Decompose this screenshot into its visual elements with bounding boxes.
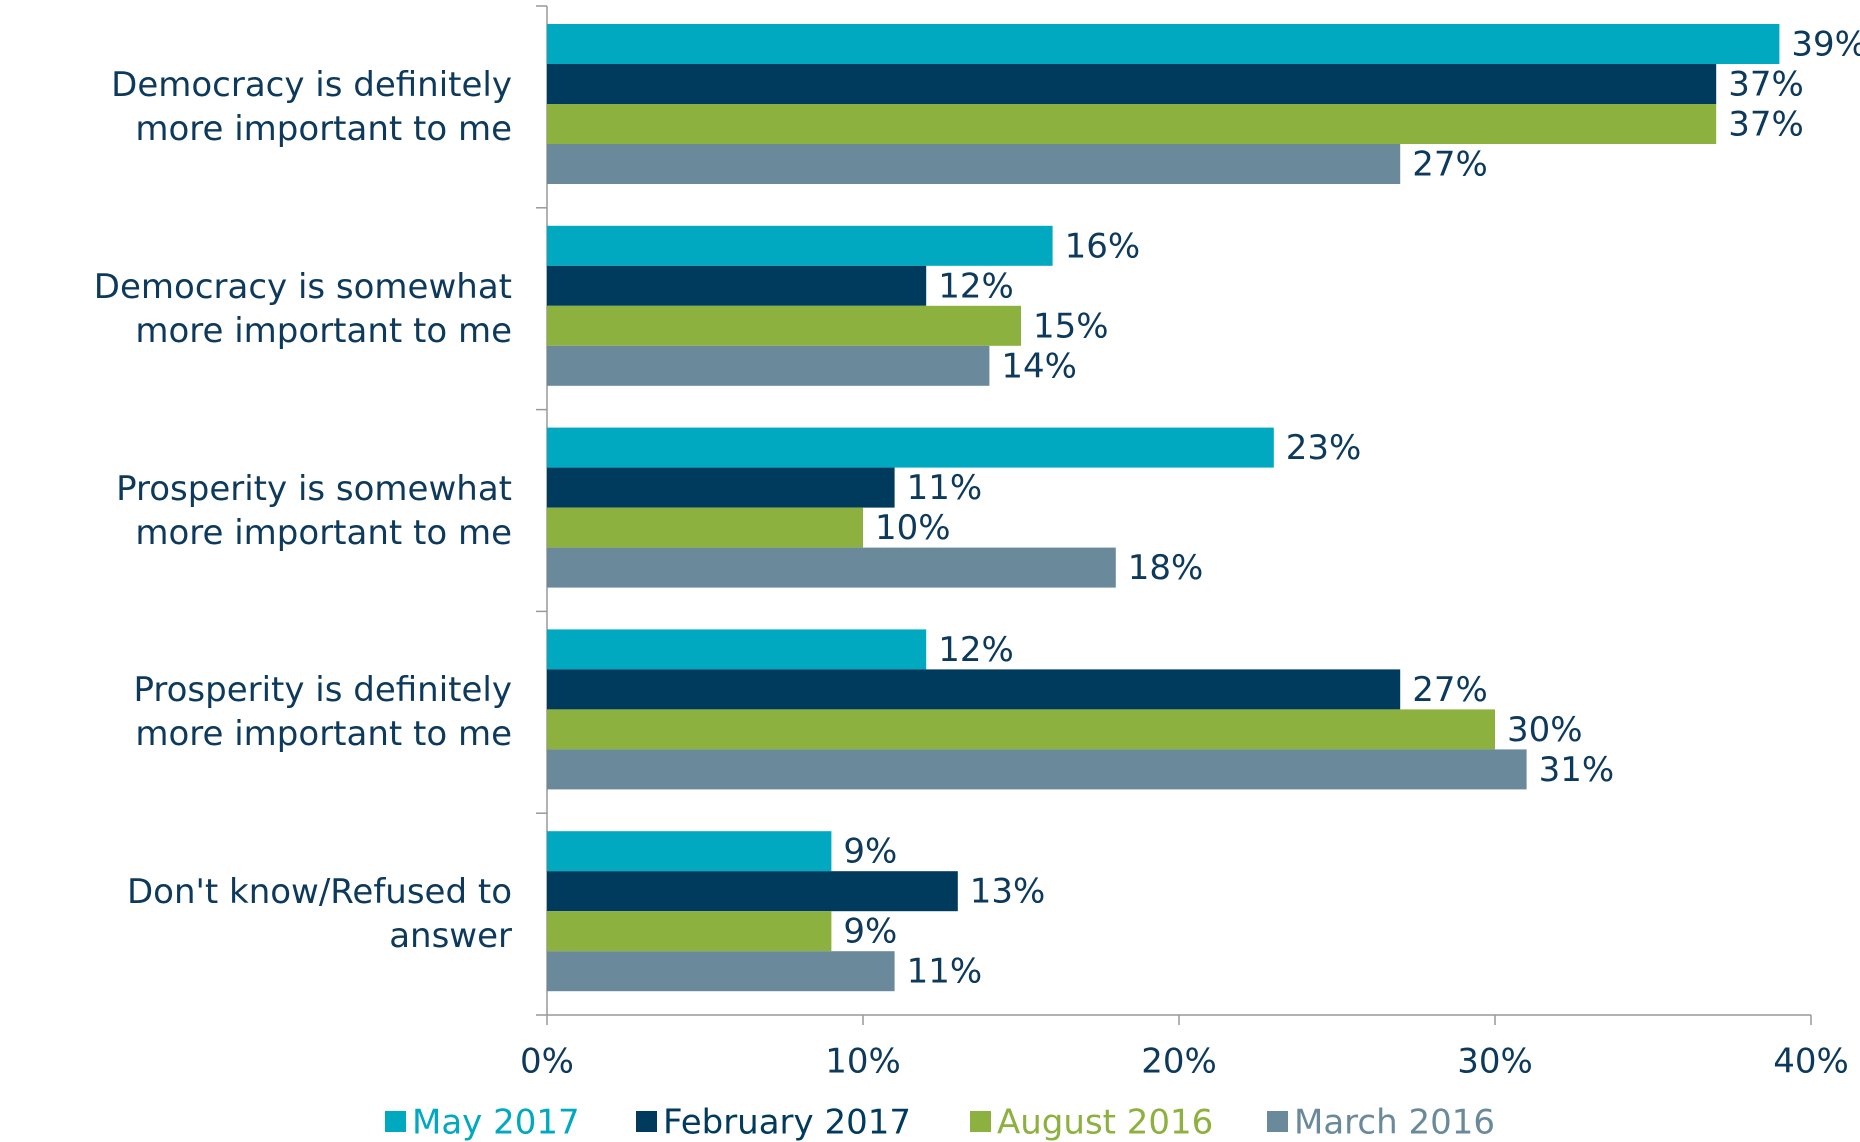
data-label: 30% <box>1507 710 1583 750</box>
bar <box>547 709 1495 750</box>
category-label: Don't know/Refused to answer <box>126 872 512 957</box>
data-label: 23% <box>1286 428 1362 468</box>
bar <box>547 507 863 548</box>
x-tick-label: 10% <box>825 1042 901 1082</box>
data-label: 16% <box>1065 226 1141 266</box>
legend-swatch <box>1267 1111 1288 1132</box>
bar <box>547 427 1274 468</box>
data-label: 13% <box>970 872 1046 912</box>
data-label: 39% <box>1791 25 1860 65</box>
data-label: 15% <box>1033 306 1109 346</box>
x-tick-label: 40% <box>1773 1042 1849 1082</box>
bar <box>547 669 1401 710</box>
data-label: 9% <box>843 912 897 952</box>
bar <box>547 951 895 992</box>
bar <box>547 547 1116 588</box>
bar <box>547 345 990 386</box>
x-tick-label: 30% <box>1457 1042 1533 1082</box>
bar <box>547 265 927 306</box>
bar <box>547 749 1527 790</box>
bar <box>547 24 1780 64</box>
bar <box>547 467 895 508</box>
bar <box>547 104 1717 144</box>
bar <box>547 871 958 912</box>
legend-swatch <box>385 1111 406 1132</box>
bar <box>547 831 832 872</box>
legend-swatch <box>636 1111 657 1132</box>
data-label: 18% <box>1128 548 1204 588</box>
data-label: 12% <box>938 630 1014 670</box>
data-label: 37% <box>1728 105 1804 145</box>
bar <box>547 225 1053 266</box>
data-label: 37% <box>1728 65 1804 105</box>
data-label: 11% <box>907 952 983 992</box>
data-label: 12% <box>938 266 1014 306</box>
bar <box>547 64 1717 104</box>
data-label: 31% <box>1539 750 1615 790</box>
category-label: Prosperity is definitely more important … <box>133 670 512 755</box>
data-label: 11% <box>907 468 983 508</box>
data-label: 9% <box>843 832 897 872</box>
x-tick-label: 0% <box>520 1042 574 1082</box>
legend-label: August 2016 <box>997 1103 1213 1142</box>
bar <box>547 305 1021 346</box>
legend-label: February 2017 <box>663 1103 911 1142</box>
bar <box>547 144 1401 184</box>
category-label: Democracy is somewhat more important to … <box>93 266 512 351</box>
category-label: Democracy is definitely more important t… <box>111 64 512 149</box>
category-label: Prosperity is somewhat more important to… <box>116 468 512 553</box>
bar <box>547 629 927 670</box>
data-label: 27% <box>1412 670 1488 710</box>
bar <box>547 911 832 952</box>
data-label: 27% <box>1412 145 1488 185</box>
data-label: 10% <box>875 508 951 548</box>
data-label: 14% <box>1001 346 1077 386</box>
legend-label: March 2016 <box>1294 1103 1495 1142</box>
legend-swatch <box>970 1111 991 1132</box>
x-tick-label: 20% <box>1141 1042 1217 1082</box>
legend-label: May 2017 <box>412 1103 580 1142</box>
